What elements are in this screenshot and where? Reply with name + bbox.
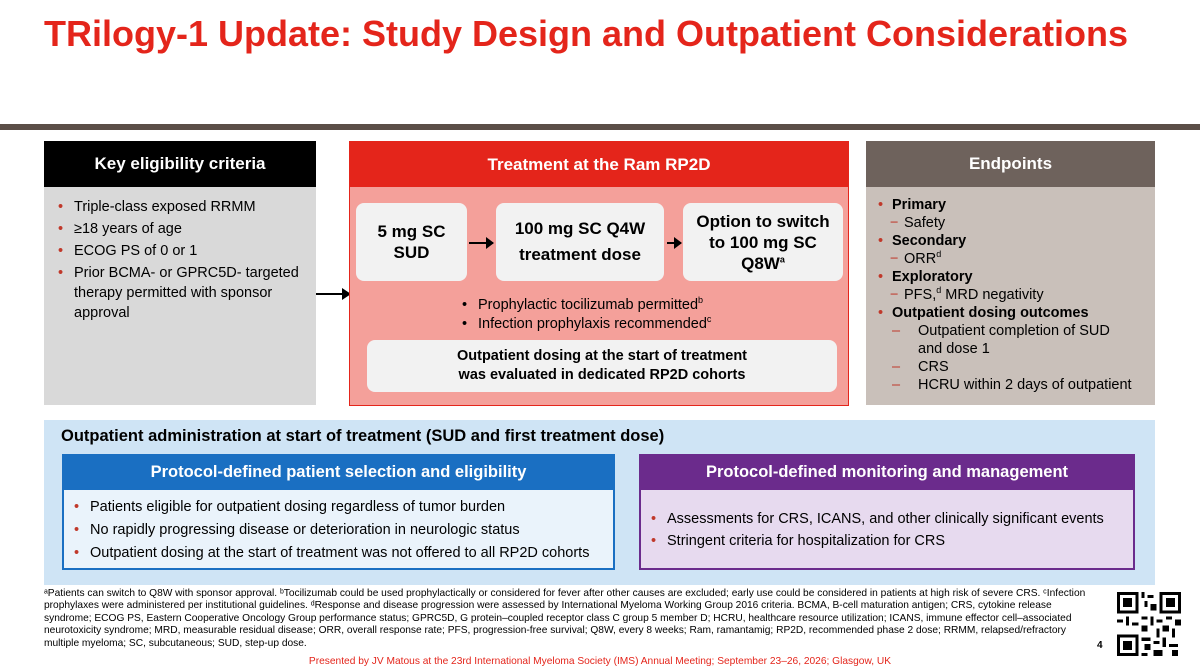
treatment-note-text: Prophylactic tocilizumab permitted bbox=[478, 297, 699, 313]
eligibility-item: ≥18 years of age bbox=[58, 219, 306, 239]
endpoint-secondary-item: ORRd bbox=[878, 250, 1147, 268]
step-sud-box: 5 mg SC SUD bbox=[356, 203, 467, 281]
endpoint-outpatient-item: CRS bbox=[878, 358, 1147, 376]
endpoints-panel: Primary Safety Secondary ORRd Explorator… bbox=[866, 187, 1155, 405]
footnote-marker: a bbox=[779, 253, 785, 264]
step-treatment-dose-box: 100 mg SC Q4W treatment dose bbox=[496, 203, 664, 281]
treatment-note: Infection prophylaxis recommendedc bbox=[462, 315, 711, 334]
endpoint-exploratory-text-b: MRD negativity bbox=[941, 287, 1044, 303]
step-sud-label: 5 mg SC SUD bbox=[377, 222, 446, 262]
endpoint-exploratory-item: PFS,d MRD negativity bbox=[878, 286, 1147, 304]
monitoring-panel: Assessments for CRS, ICANS, and other cl… bbox=[639, 490, 1135, 570]
footnote-marker: d bbox=[936, 249, 942, 260]
endpoint-exploratory-text-a: PFS, bbox=[904, 287, 937, 303]
selection-item: No rapidly progressing disease or deteri… bbox=[74, 519, 613, 542]
endpoint-outpatient-item: Outpatient completion of SUD bbox=[878, 322, 1147, 340]
page-number: 4 bbox=[1097, 640, 1103, 651]
endpoint-primary-item: Safety bbox=[878, 214, 1147, 232]
endpoint-primary: Primary bbox=[878, 196, 1147, 214]
selection-panel: Patients eligible for outpatient dosing … bbox=[62, 490, 615, 570]
monitoring-item: Assessments for CRS, ICANS, and other cl… bbox=[651, 508, 1133, 530]
page-title: TRilogy-1 Update: Study Design and Outpa… bbox=[44, 13, 1129, 54]
eligibility-heading: Key eligibility criteria bbox=[44, 141, 316, 187]
footnote-marker: d bbox=[936, 285, 942, 296]
treatment-notes: Prophylactic tocilizumab permittedb Infe… bbox=[462, 296, 711, 334]
qr-code-icon[interactable] bbox=[1117, 592, 1181, 656]
endpoint-secondary-text: ORR bbox=[904, 251, 937, 267]
endpoint-exploratory: Exploratory bbox=[878, 268, 1147, 286]
step-switch-box: Option to switch to 100 mg SC Q8Wa bbox=[683, 203, 843, 281]
step-treatment-dose-line2: treatment dose bbox=[519, 245, 641, 264]
footnote-marker: b bbox=[698, 295, 704, 306]
selection-heading: Protocol-defined patient selection and e… bbox=[62, 454, 615, 490]
arrow-right-icon bbox=[469, 237, 494, 249]
eligibility-panel: Triple-class exposed RRMM ≥18 years of a… bbox=[44, 187, 316, 405]
step-switch-label: Option to switch to 100 mg SC Q8W bbox=[696, 211, 830, 273]
arrow-right-icon bbox=[667, 237, 682, 249]
evaluation-line1: Outpatient dosing at the start of treatm… bbox=[456, 348, 747, 364]
eligibility-item: Triple-class exposed RRMM bbox=[58, 197, 306, 217]
evaluation-line2: was evaluated in dedicated RP2D cohorts bbox=[458, 367, 746, 383]
arrow-right-icon bbox=[316, 288, 351, 300]
outpatient-evaluation-box: Outpatient dosing at the start of treatm… bbox=[367, 340, 837, 392]
treatment-note: Prophylactic tocilizumab permittedb bbox=[462, 296, 711, 315]
selection-item: Outpatient dosing at the start of treatm… bbox=[74, 542, 613, 565]
monitoring-heading: Protocol-defined monitoring and manageme… bbox=[639, 454, 1135, 490]
selection-item: Patients eligible for outpatient dosing … bbox=[74, 496, 613, 519]
endpoint-outpatient: Outpatient dosing outcomes bbox=[878, 304, 1147, 322]
eligibility-item: Prior BCMA- or GPRC5D- targeted therapy … bbox=[58, 263, 306, 323]
footnotes: ᵃPatients can switch to Q8W with sponsor… bbox=[44, 588, 1086, 649]
endpoint-secondary: Secondary bbox=[878, 232, 1147, 250]
endpoints-heading: Endpoints bbox=[866, 141, 1155, 187]
footnote-marker: c bbox=[706, 314, 712, 325]
eligibility-item: ECOG PS of 0 or 1 bbox=[58, 241, 306, 261]
monitoring-item: Stringent criteria for hospitalization f… bbox=[651, 530, 1133, 552]
title-divider bbox=[0, 124, 1200, 130]
step-treatment-dose-line1: 100 mg SC Q4W bbox=[514, 219, 646, 238]
endpoint-outpatient-item: HCRU within 2 days of outpatient bbox=[878, 376, 1147, 394]
presenter-credit: Presented by JV Matous at the 23rd Inter… bbox=[308, 656, 892, 667]
endpoint-outpatient-item-cont: and dose 1 bbox=[918, 341, 990, 357]
outpatient-heading: Outpatient administration at start of tr… bbox=[61, 427, 665, 445]
treatment-panel: Treatment at the Ram RP2D 5 mg SC SUD 10… bbox=[349, 141, 849, 406]
treatment-note-text: Infection prophylaxis recommended bbox=[478, 316, 707, 332]
treatment-heading: Treatment at the Ram RP2D bbox=[350, 142, 848, 187]
